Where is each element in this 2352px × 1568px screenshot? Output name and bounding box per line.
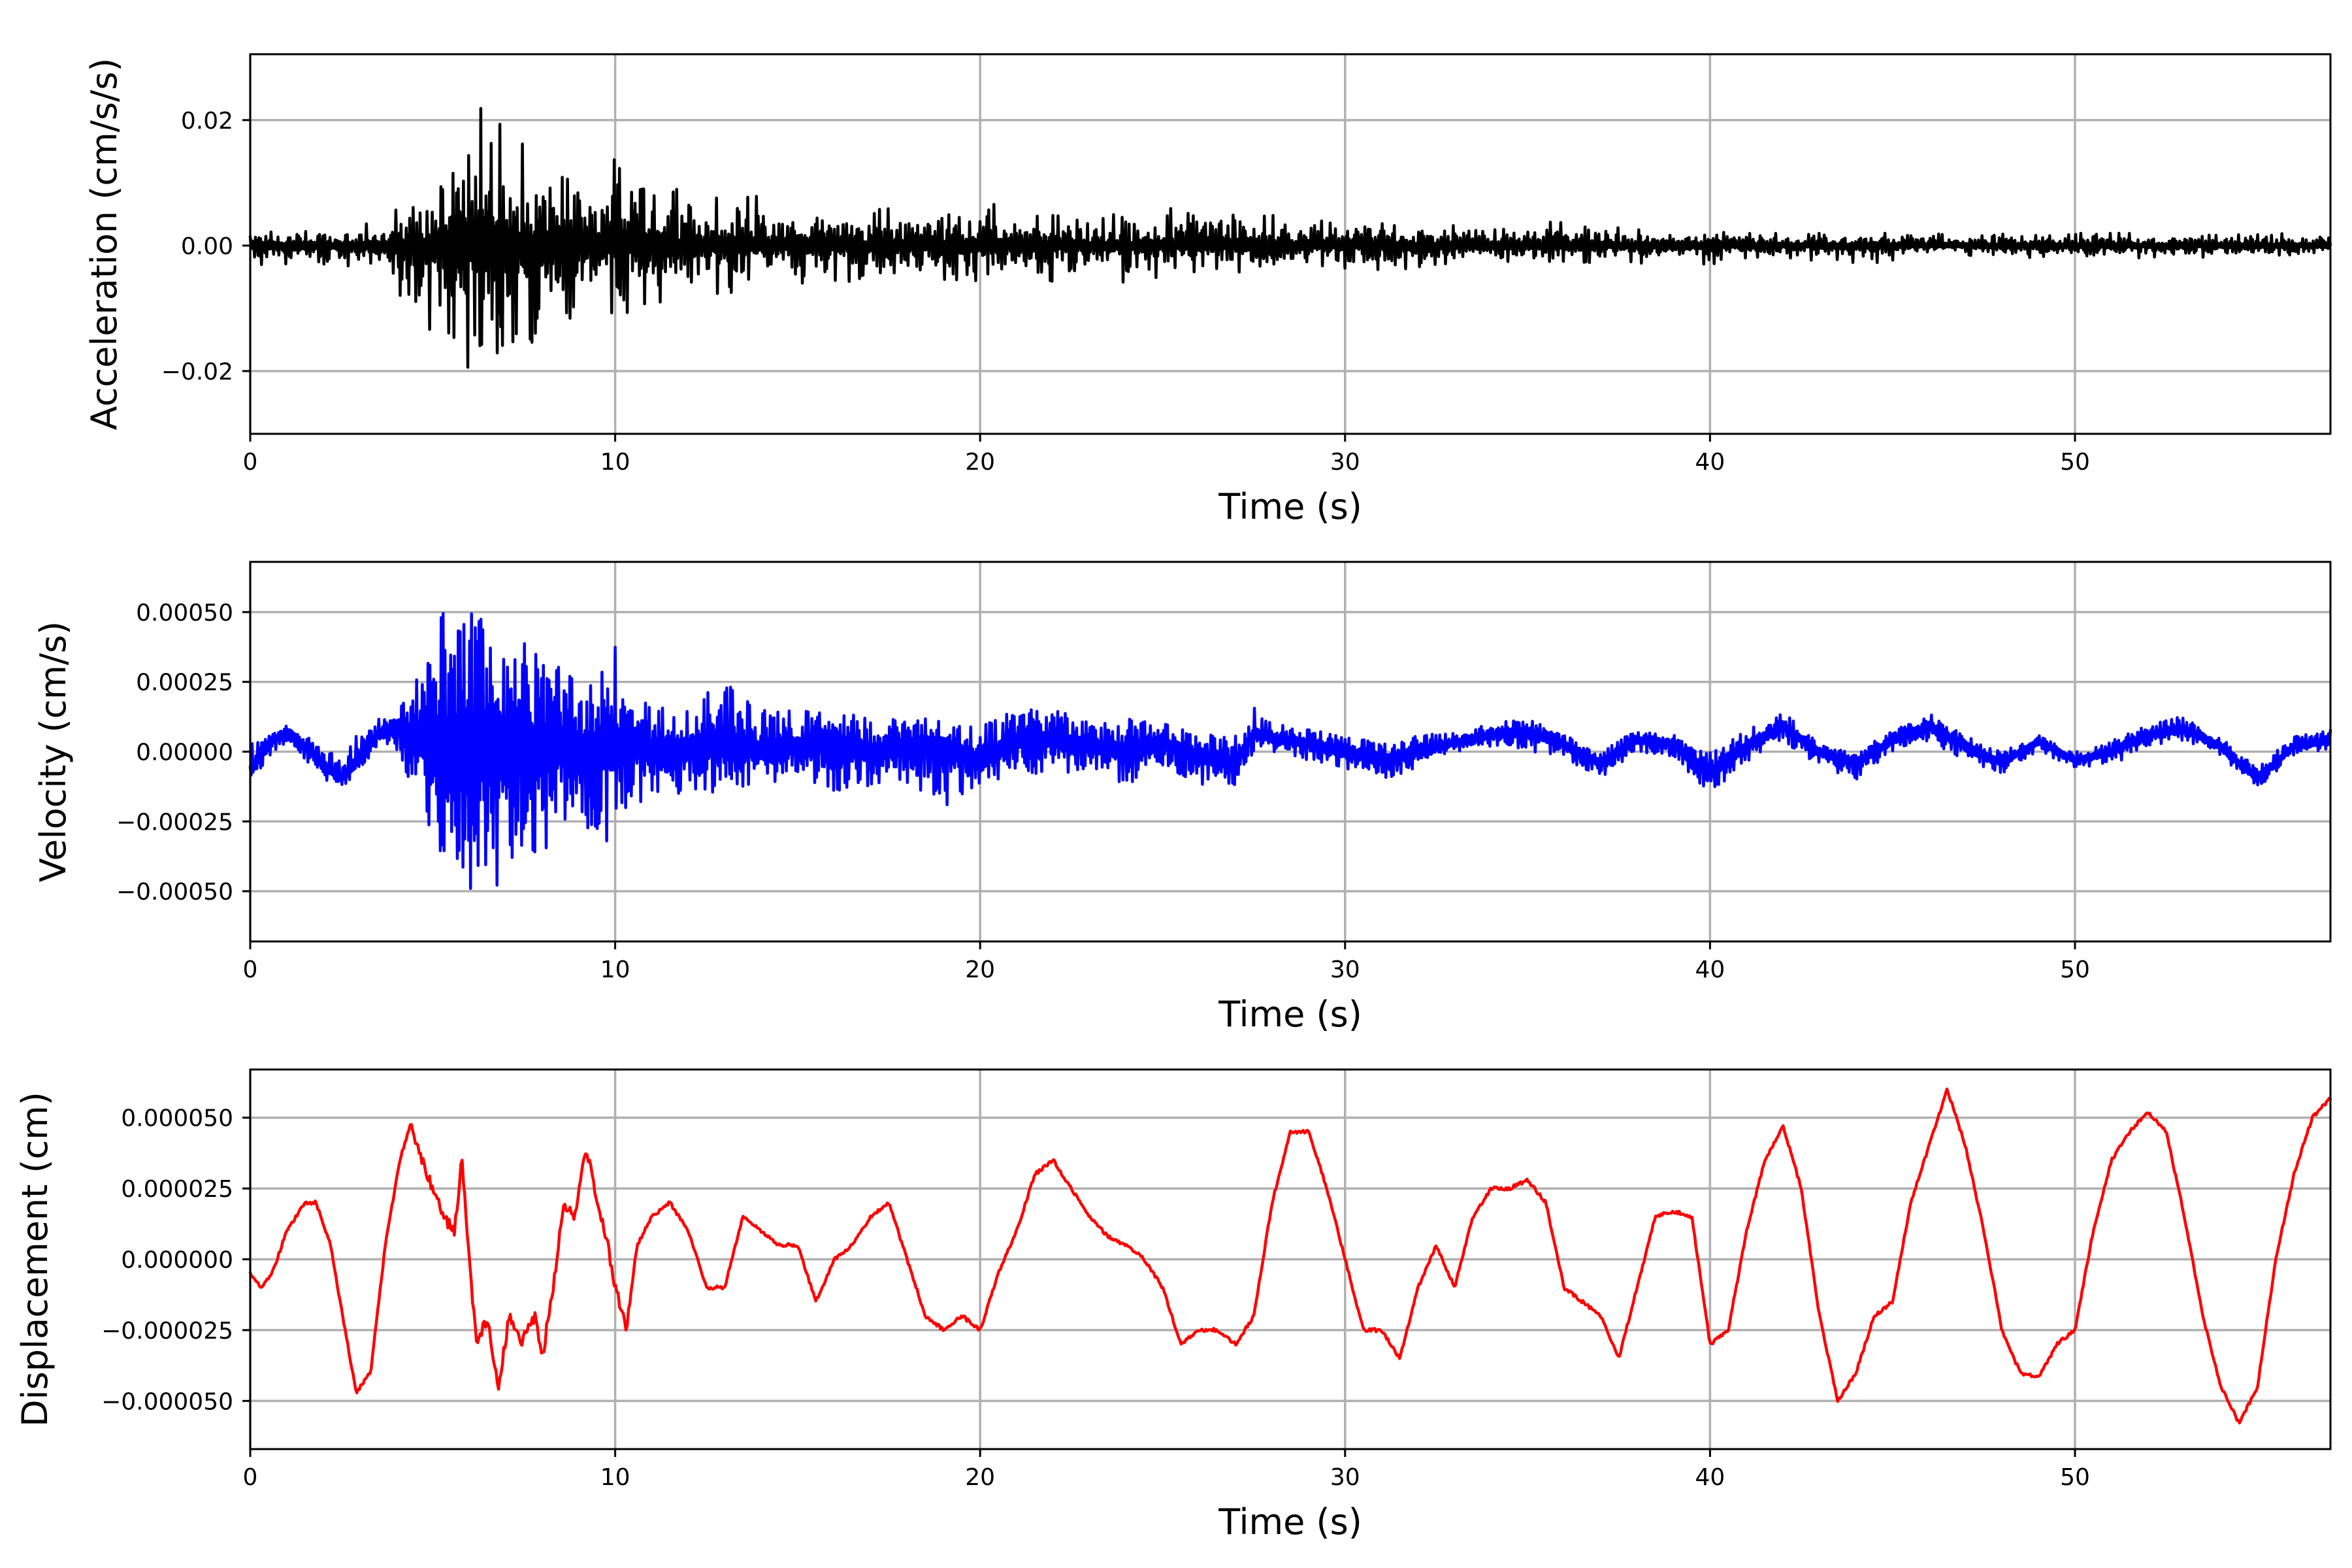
velocity-series-line <box>248 612 2332 890</box>
velocity-y-axis-label: Velocity (cm/s) <box>33 621 74 883</box>
displacement-y-tick-label: 0.000000 <box>121 1247 233 1274</box>
displacement-ticks: 0 10 20 30 40 50 −0.000050 −0.000025 0.000000 0.0… <box>101 1105 2090 1491</box>
velocity-y-tick-label: 0.00025 <box>136 670 233 696</box>
displacement-y-tick-label: −0.000050 <box>101 1388 233 1415</box>
displacement-x-tick-label: 0 <box>243 1464 258 1491</box>
displacement-x-tick-label: 10 <box>600 1464 630 1491</box>
displacement-x-tick-label: 40 <box>1695 1464 1725 1491</box>
velocity-y-tick-label: −0.00025 <box>116 809 233 836</box>
displacement-y-tick-label: 0.000025 <box>121 1176 233 1203</box>
displacement-grid <box>249 1070 2330 1449</box>
acceleration-x-tick-label: 0 <box>243 449 258 476</box>
acceleration-panel: 0 10 20 30 40 50 −0.02 0.00 0.02 Time (s) Accele… <box>84 53 2332 527</box>
acceleration-y-axis-label: Acceleration (cm/s/s) <box>84 58 125 431</box>
acceleration-axes-frame <box>249 53 2332 435</box>
velocity-x-tick-label: 40 <box>1695 956 1725 983</box>
displacement-x-axis-label: Time (s) <box>1218 1501 1362 1543</box>
displacement-y-tick-label: 0.000050 <box>121 1105 233 1132</box>
velocity-y-tick-label: −0.00050 <box>116 879 233 906</box>
velocity-x-tick-label: 30 <box>1330 956 1360 983</box>
acceleration-x-tick-label: 20 <box>965 449 995 476</box>
velocity-y-tick-label: 0.00000 <box>136 740 233 766</box>
displacement-y-tick-label: −0.000025 <box>101 1318 233 1345</box>
acceleration-x-tick-label: 10 <box>600 449 630 476</box>
velocity-x-tick-label: 10 <box>600 956 630 983</box>
velocity-x-tick-label: 20 <box>965 956 995 983</box>
acceleration-y-tick-label: −0.02 <box>161 359 233 385</box>
acceleration-x-tick-label: 30 <box>1330 449 1360 476</box>
displacement-series-line <box>248 1087 2332 1425</box>
displacement-panel: 0 10 20 30 40 50 −0.000050 −0.000025 0.000000 0.0… <box>14 1068 2332 1543</box>
acceleration-x-axis-label: Time (s) <box>1218 486 1362 527</box>
velocity-x-tick-label: 50 <box>2060 956 2090 983</box>
displacement-x-tick-label: 20 <box>965 1464 995 1491</box>
acceleration-x-tick-label: 50 <box>2060 449 2090 476</box>
acceleration-series-line <box>248 106 2332 369</box>
velocity-ticks: 0 10 20 30 40 50 −0.00050 −0.00025 0.00000 0.0002… <box>116 600 2090 983</box>
velocity-x-tick-label: 0 <box>243 956 258 983</box>
acceleration-y-tick-label: 0.00 <box>181 233 233 260</box>
velocity-panel: 0 10 20 30 40 50 −0.00050 −0.00025 0.00000 0.0002… <box>33 561 2332 1035</box>
acceleration-ticks: 0 10 20 30 40 50 −0.02 0.00 0.02 <box>161 108 2090 476</box>
acceleration-y-tick-label: 0.02 <box>181 108 233 135</box>
acceleration-x-tick-label: 40 <box>1695 449 1725 476</box>
velocity-y-tick-label: 0.00050 <box>136 600 233 627</box>
velocity-x-axis-label: Time (s) <box>1218 994 1362 1035</box>
displacement-x-tick-label: 50 <box>2060 1464 2090 1491</box>
displacement-x-tick-label: 30 <box>1330 1464 1360 1491</box>
displacement-y-axis-label: Displacement (cm) <box>14 1092 56 1427</box>
